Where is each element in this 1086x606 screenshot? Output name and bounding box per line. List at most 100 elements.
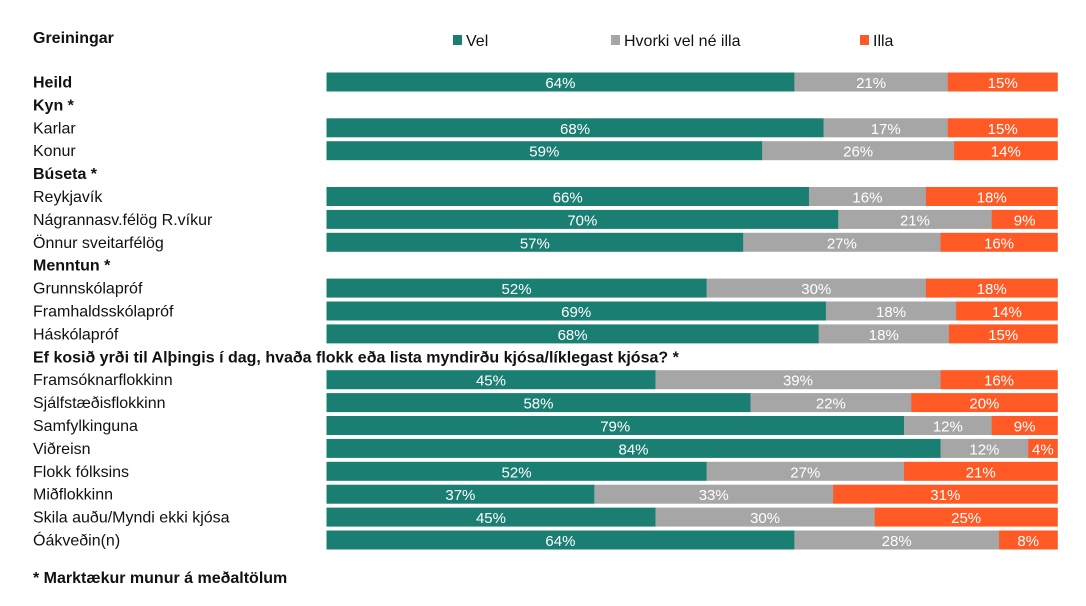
bar-segment bbox=[326, 209, 839, 229]
bar-segment bbox=[940, 232, 1058, 252]
row-label: Framsóknarflokkinn bbox=[33, 372, 173, 389]
bar-segment bbox=[940, 370, 1058, 390]
bar-segment bbox=[956, 301, 1058, 321]
legend-swatch-2 bbox=[611, 35, 620, 45]
bar-segment bbox=[743, 232, 941, 252]
bar-segment bbox=[750, 393, 912, 413]
legend-label-2: Hvorki vel né illa bbox=[624, 33, 741, 50]
bar-segment bbox=[954, 141, 1058, 161]
data-label: 66% bbox=[553, 190, 583, 207]
data-label: 30% bbox=[801, 281, 831, 298]
bar-segment bbox=[947, 118, 1058, 138]
bar-segment bbox=[326, 72, 795, 92]
legend: Vel Hvorki vel né illa Illa bbox=[453, 33, 894, 50]
row-label: Ef kosið yrði til Alþingis í dag, hvaða … bbox=[33, 349, 680, 366]
bar-segment bbox=[948, 324, 1058, 344]
bar-segment bbox=[999, 530, 1058, 550]
legend-label-1: Vel bbox=[466, 33, 488, 50]
data-label: 30% bbox=[750, 510, 780, 527]
data-label: 20% bbox=[969, 396, 999, 413]
data-label: 12% bbox=[969, 441, 999, 458]
data-label: 45% bbox=[476, 510, 506, 527]
bar-segment bbox=[655, 370, 941, 390]
data-label: 69% bbox=[561, 304, 591, 321]
legend-label-3: Illa bbox=[873, 33, 894, 50]
bar-segment bbox=[326, 232, 744, 252]
bar-segment bbox=[947, 72, 1058, 92]
data-label: 16% bbox=[852, 190, 882, 207]
bar-segment bbox=[326, 370, 656, 390]
data-label: 64% bbox=[545, 75, 575, 92]
bar-segment bbox=[838, 209, 993, 229]
data-label: 28% bbox=[882, 533, 912, 550]
row-label: Flokk fólksins bbox=[33, 464, 129, 481]
bar-segment bbox=[706, 461, 905, 481]
bar-segment bbox=[326, 118, 824, 138]
bar-segment bbox=[991, 209, 1058, 229]
data-label: 15% bbox=[988, 121, 1018, 138]
bar-segment bbox=[326, 530, 795, 550]
data-label: 59% bbox=[529, 144, 559, 161]
data-label: 68% bbox=[560, 121, 590, 138]
row-label: Konur bbox=[33, 143, 76, 160]
bar-segment bbox=[655, 507, 876, 527]
data-label: 21% bbox=[900, 212, 930, 229]
bar-segment bbox=[326, 416, 905, 435]
bar-segment bbox=[326, 141, 763, 161]
bar-segment bbox=[794, 72, 949, 92]
data-label: 12% bbox=[933, 419, 963, 436]
bar-segment bbox=[594, 484, 834, 504]
bar-segment bbox=[911, 393, 1058, 413]
row-label: Samfylkinguna bbox=[33, 418, 138, 435]
bar-segment bbox=[794, 530, 1000, 550]
bar-segment bbox=[326, 393, 751, 413]
bar-segment bbox=[940, 438, 1029, 458]
data-label: 14% bbox=[992, 304, 1022, 321]
data-label: 27% bbox=[827, 235, 857, 252]
data-label: 58% bbox=[523, 396, 553, 413]
data-label: 52% bbox=[502, 281, 532, 298]
bar-segment bbox=[326, 438, 941, 458]
row-label: Búseta * bbox=[33, 166, 98, 183]
bar-segment bbox=[326, 461, 707, 481]
data-label: 15% bbox=[988, 327, 1018, 344]
row-label: Viðreisn bbox=[33, 441, 91, 458]
row-label: Miðflokkinn bbox=[33, 487, 113, 504]
row-label: Óákveðin(n) bbox=[33, 531, 120, 550]
bar-segment bbox=[874, 507, 1058, 527]
data-label: 39% bbox=[783, 373, 813, 390]
bar-segment bbox=[825, 301, 957, 321]
data-label: 37% bbox=[445, 487, 475, 504]
data-label: 31% bbox=[930, 487, 960, 504]
data-label: 45% bbox=[476, 373, 506, 390]
bar-segment bbox=[326, 484, 595, 504]
row-label: Reykjavík bbox=[33, 189, 103, 206]
bar-segment bbox=[903, 461, 1058, 481]
bar-segment bbox=[326, 507, 656, 527]
bar-segment bbox=[326, 187, 810, 206]
data-label: 22% bbox=[816, 396, 846, 413]
data-label: 70% bbox=[567, 212, 597, 229]
bar-segment bbox=[833, 484, 1058, 504]
row-label: Háskólapróf bbox=[33, 326, 119, 343]
bar-segment bbox=[706, 278, 927, 298]
bar-segment bbox=[326, 324, 819, 344]
data-label: 4% bbox=[1032, 441, 1054, 458]
data-label: 18% bbox=[869, 327, 899, 344]
chart-header: Greiningar bbox=[33, 30, 114, 47]
row-label: Nágrannasv.félög R.víkur bbox=[33, 212, 213, 229]
data-label: 18% bbox=[977, 281, 1007, 298]
legend-swatch-3 bbox=[860, 35, 869, 45]
data-label: 16% bbox=[984, 373, 1014, 390]
data-label: 16% bbox=[984, 235, 1014, 252]
bar-segment bbox=[808, 187, 927, 206]
data-label: 27% bbox=[790, 464, 820, 481]
bar-segment bbox=[991, 416, 1058, 435]
data-label: 52% bbox=[502, 464, 532, 481]
data-label: 21% bbox=[966, 464, 996, 481]
row-label: Kyn * bbox=[33, 97, 75, 114]
data-label: 9% bbox=[1014, 419, 1036, 436]
bar-segment bbox=[326, 301, 827, 321]
data-label: 21% bbox=[856, 75, 886, 92]
